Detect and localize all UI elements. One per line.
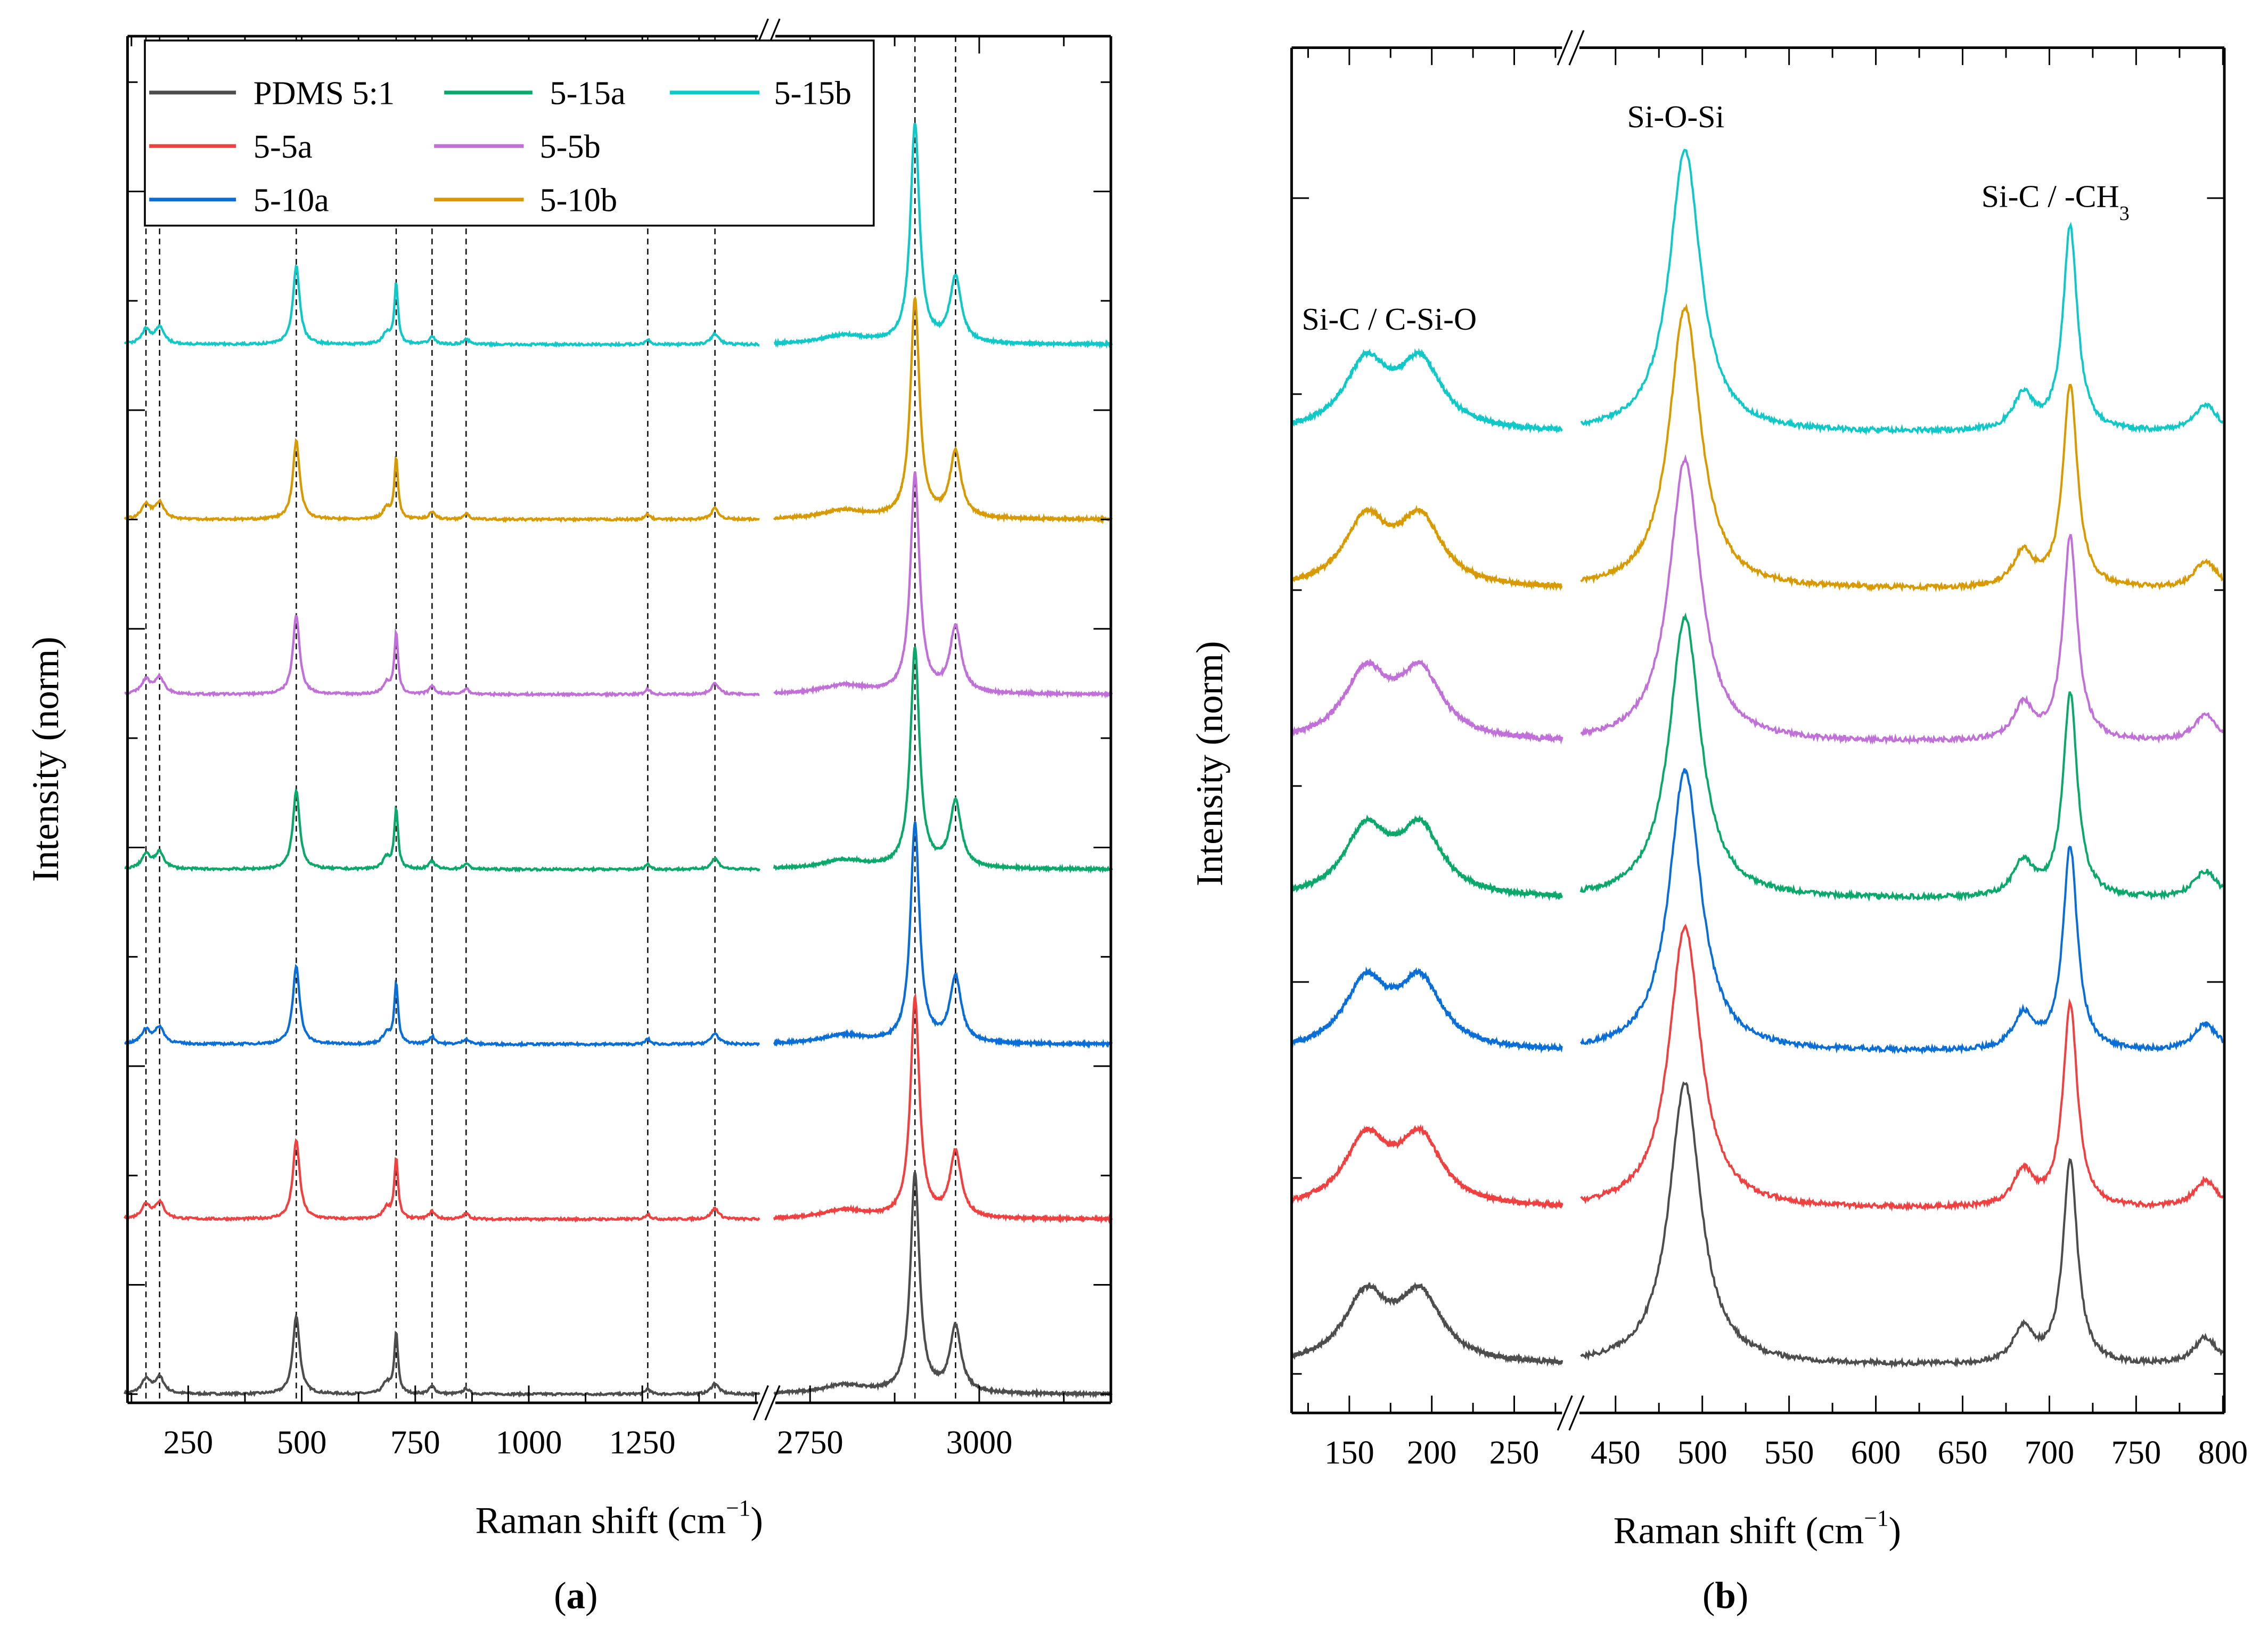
legend-item-5-10b: 5-10b [434, 181, 617, 218]
spectrum-5-10b-seg0 [124, 438, 760, 524]
x-tick-label: 250 [163, 1424, 214, 1461]
x-tick-label: 600 [1851, 1434, 1901, 1471]
spectrum-5-15a-seg0 [1290, 814, 1563, 902]
x-tick-label: 750 [2111, 1434, 2161, 1471]
svg-text:5-5b: 5-5b [539, 128, 600, 165]
x-tick-label: 150 [1324, 1434, 1374, 1471]
spectrum-5-5b-seg1 [773, 471, 1113, 699]
spectrum-5-10b-seg1 [773, 296, 1113, 525]
legend-item-5-15b: 5-15b [669, 75, 851, 112]
legend: PDMS 5:1 5-15a 5-15b 5-5a 5-5b 5-10a 5-1… [144, 39, 875, 227]
spectrum-pdms-5-1-seg1 [1580, 1081, 2224, 1369]
svg-text:5-5a: 5-5a [253, 128, 313, 165]
panel-b: 150 200 250 450 500 550 600 650 700 750 800 [1290, 30, 2248, 1471]
axis-break-mark [1557, 1395, 1573, 1431]
x-tick-label: 250 [1489, 1434, 1540, 1471]
panel-a-caption: (a) [554, 1575, 597, 1617]
axis-break-mark [764, 1385, 781, 1421]
x-tick-label: 500 [277, 1424, 327, 1461]
svg-text:5-10a: 5-10a [253, 181, 329, 218]
spectrum-5-5a-seg0 [124, 1138, 760, 1223]
spectrum-5-15b-seg0 [1290, 347, 1563, 434]
spectrum-5-5a-seg1 [773, 992, 1113, 1224]
panel-a-xlabel: Raman shift (cm−1) [476, 1495, 763, 1542]
legend-item-pdms: PDMS 5:1 [149, 75, 395, 112]
spectrum-5-15b-seg0 [124, 264, 760, 348]
spectrum-5-15a-seg1 [1579, 612, 2224, 902]
svg-text:PDMS 5:1: PDMS 5:1 [253, 75, 395, 112]
spectrum-5-5b-seg0 [125, 615, 760, 698]
x-tick-label: 500 [1677, 1434, 1727, 1471]
svg-text:5-15a: 5-15a [550, 75, 625, 112]
panel-b-caption: (b) [1702, 1575, 1748, 1617]
axis-break-mark [1568, 30, 1585, 66]
axis-break-mark [1568, 1395, 1585, 1431]
spectrum-5-5a-seg0 [1291, 1124, 1563, 1210]
spectrum-5-5b-seg1 [1580, 454, 2224, 746]
x-tick-label: 700 [2025, 1434, 2075, 1471]
x-tick-label: 1000 [496, 1424, 562, 1461]
spectrum-5-15b-seg1 [1580, 149, 2224, 436]
spectrum-5-15a-seg1 [773, 645, 1113, 874]
spectrum-5-5a-seg1 [1580, 923, 2224, 1212]
spectrum-5-10a-seg1 [773, 821, 1113, 1049]
spectrum-5-15b-seg1 [773, 122, 1113, 349]
x-tick-label: 450 [1591, 1434, 1641, 1471]
x-tick-label: 750 [390, 1424, 440, 1461]
x-tick-label: 200 [1407, 1434, 1457, 1471]
spectrum-5-10a-seg0 [124, 963, 760, 1048]
panel-a-ylabel: Intensity (norm) [25, 636, 67, 882]
spectrum-5-15a-seg0 [125, 788, 761, 873]
axis-break-mark [1557, 30, 1573, 66]
legend-item-5-10a: 5-10a [149, 181, 329, 218]
svg-text:5-15b: 5-15b [774, 75, 851, 112]
spectrum-pdms-5-1-seg0 [124, 1314, 760, 1398]
spectrum-5-10b-seg0 [1291, 504, 1563, 592]
x-tick-label: 550 [1764, 1434, 1814, 1471]
x-tick-label: 650 [1938, 1434, 1988, 1471]
spectrum-5-10a-seg1 [1579, 768, 2224, 1055]
panel-b-ylabel: Intensity (norm) [1189, 641, 1231, 886]
legend-item-5-5a: 5-5a [149, 128, 313, 165]
legend-item-5-15a: 5-15a [444, 75, 626, 112]
annotation-si-o-si: Si-O-Si [1627, 99, 1725, 134]
svg-text:5-10b: 5-10b [539, 181, 617, 218]
x-tick-label: 1250 [609, 1424, 676, 1461]
x-tick-label: 800 [2198, 1434, 2248, 1471]
x-tick-label: 2750 [777, 1424, 844, 1461]
annotation-si-c-c-si-o: Si-C / C-Si-O [1302, 301, 1477, 337]
axis-break-mark [752, 1385, 769, 1421]
spectrum-5-5b-seg0 [1291, 658, 1563, 745]
x-tick-label: 3000 [946, 1424, 1012, 1461]
panel-b-xlabel: Raman shift (cm−1) [1614, 1506, 1901, 1552]
spectrum-pdms-5-1-seg0 [1290, 1281, 1563, 1367]
legend-item-5-5b: 5-5b [434, 128, 601, 165]
panel-a: 250 500 750 1000 1250 2750 3000 [124, 18, 1113, 1461]
spectrum-5-10a-seg0 [1290, 966, 1563, 1054]
spectrum-5-10b-seg1 [1580, 303, 2224, 593]
spectrum-pdms-5-1-seg1 [773, 1172, 1113, 1399]
annotation-si-c-ch3: Si-C / -CH3 [1982, 178, 2130, 224]
